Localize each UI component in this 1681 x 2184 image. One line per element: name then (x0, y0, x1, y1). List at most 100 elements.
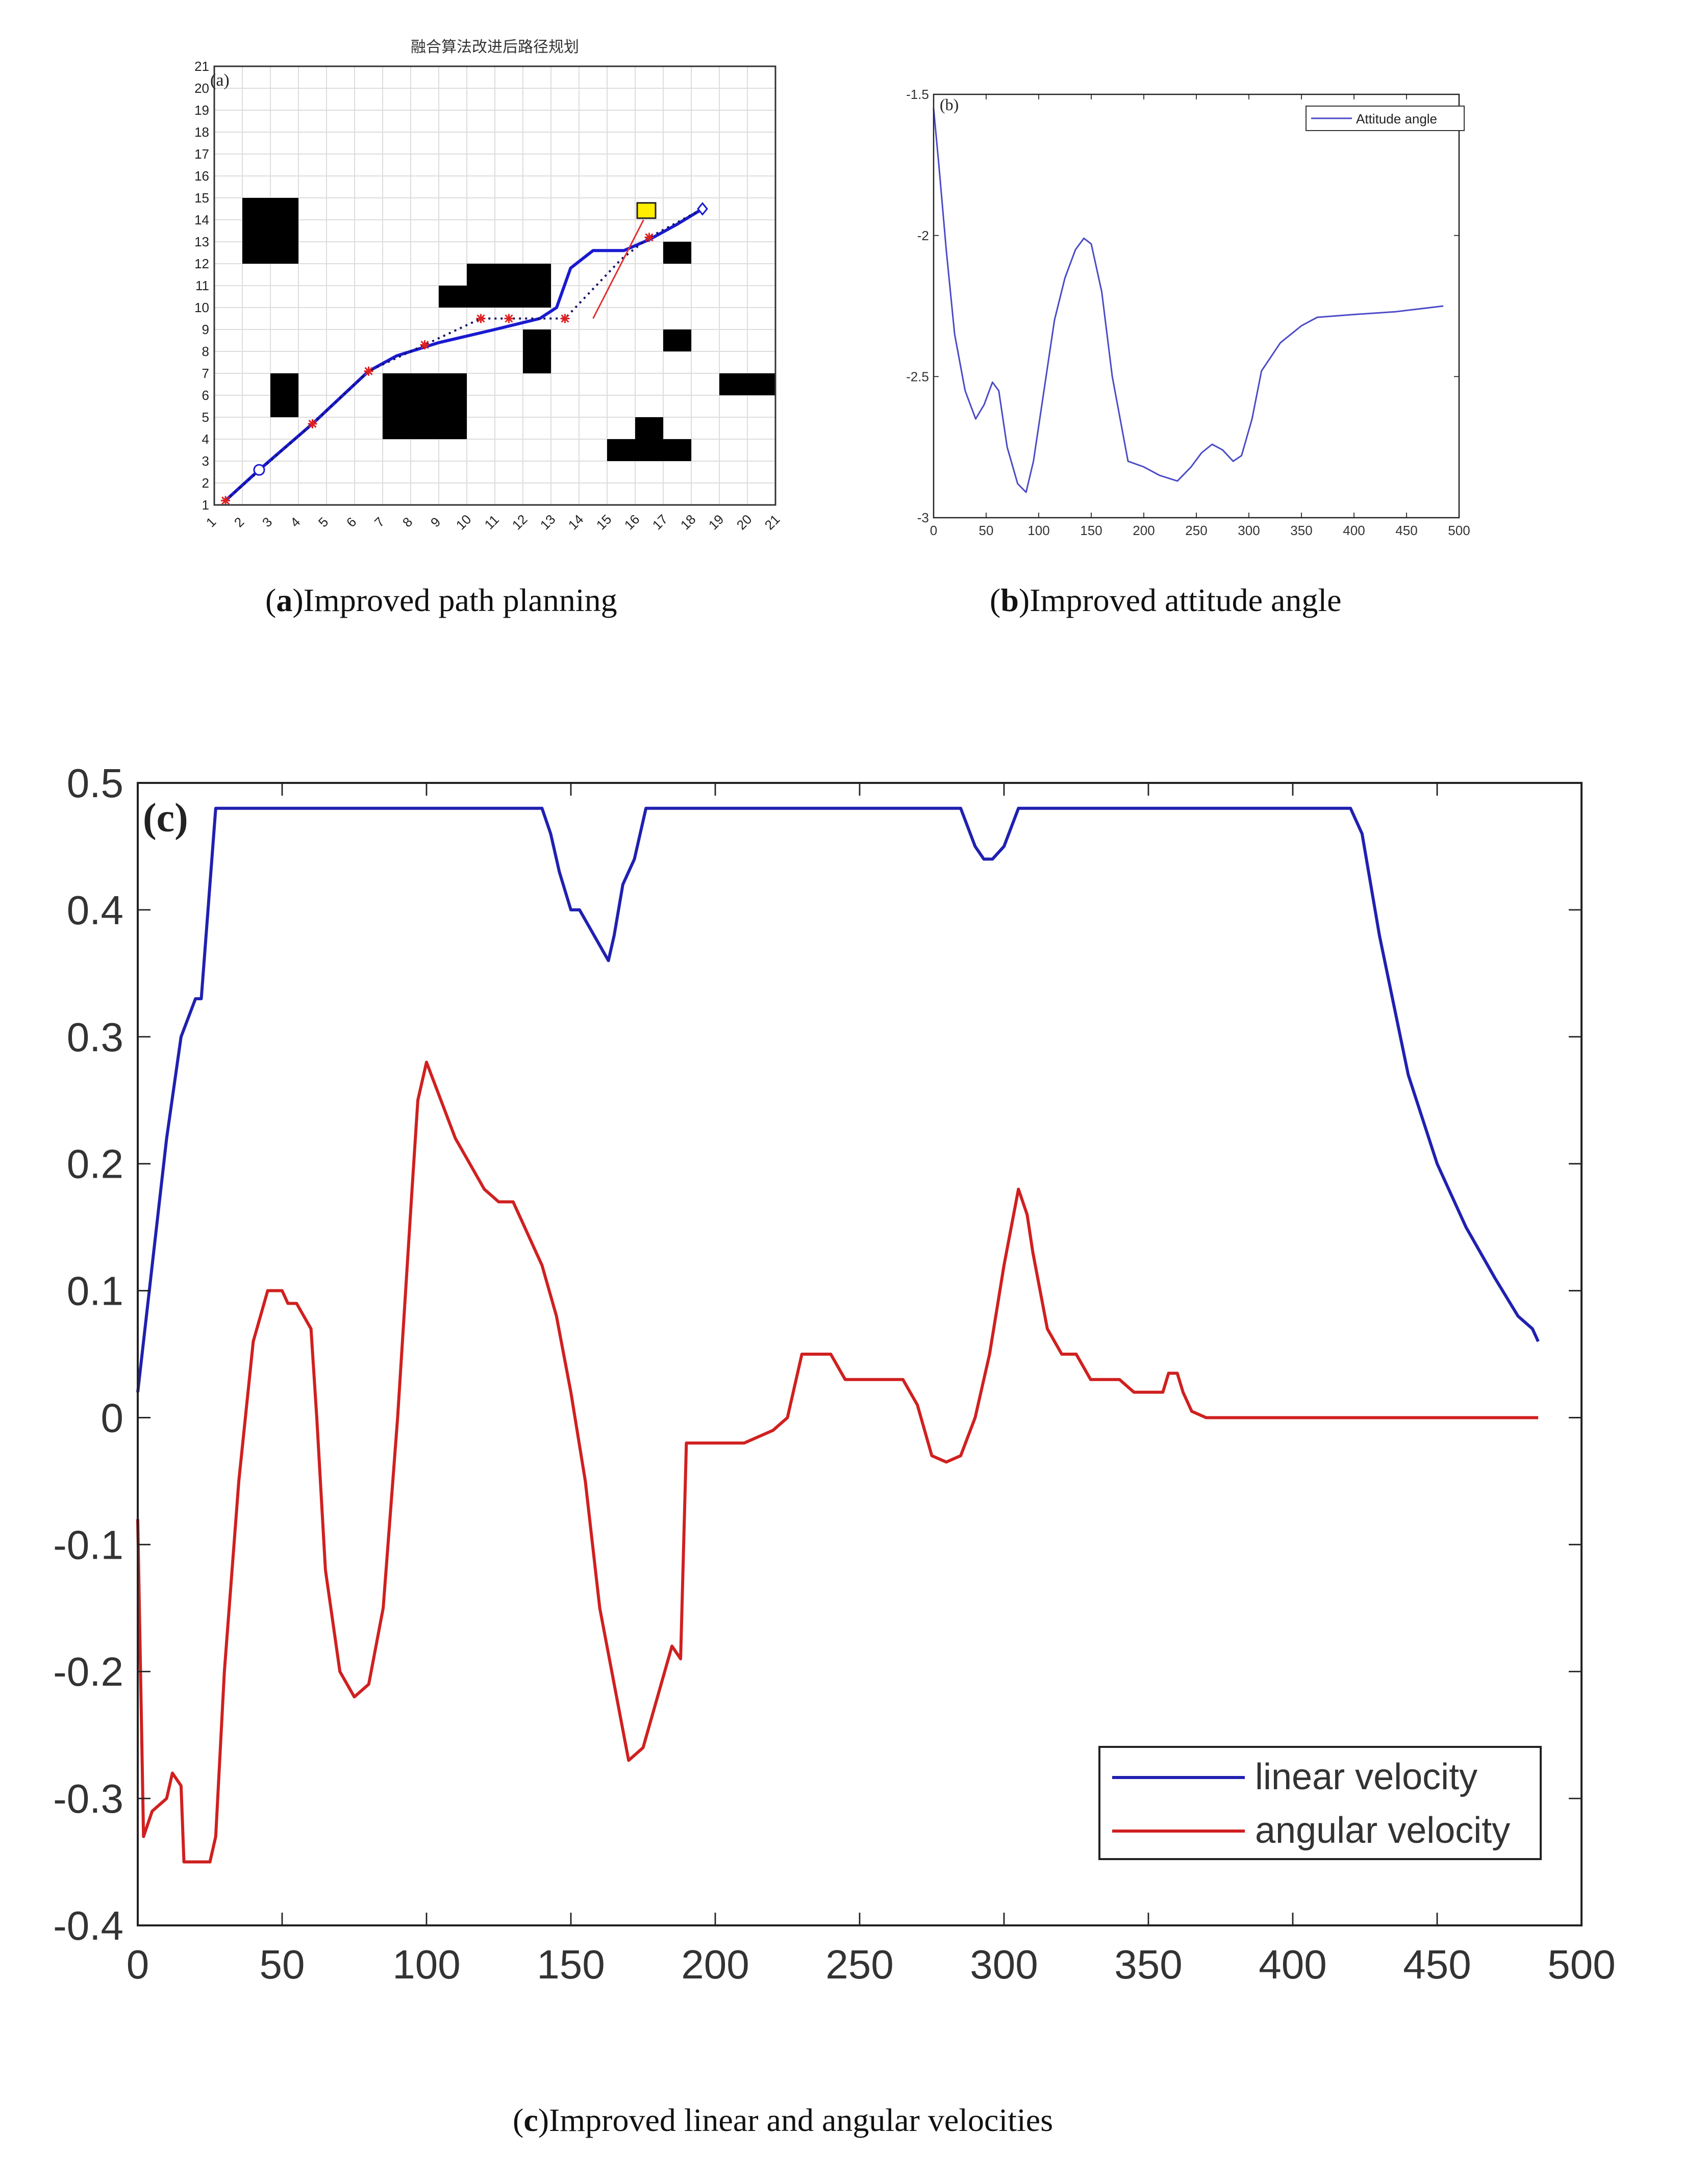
x-tick-label: 18 (678, 512, 699, 533)
paths (221, 202, 708, 505)
series-line-1 (136, 1060, 1539, 1864)
y-tick-label: 14 (194, 212, 209, 227)
y-tick-label: -0.4 (53, 1903, 123, 1948)
x-tick-label: 11 (481, 512, 501, 532)
x-tick-label: 400 (1343, 523, 1365, 538)
y-tick-label: 4 (202, 431, 209, 447)
x-tick-label: 8 (399, 514, 415, 530)
x-tick-label: 17 (649, 512, 671, 533)
x-tick-label: 150 (1080, 523, 1102, 538)
x-tick-label: 2 (231, 514, 247, 530)
obstacle-11 (719, 373, 775, 395)
y-tick-label: 7 (202, 366, 209, 381)
x-tick-label: 10 (453, 512, 474, 533)
waypoint-2 (364, 366, 373, 376)
x-tick-label: 150 (537, 1942, 605, 1987)
caption-a: (a)Improved path planning (265, 582, 617, 618)
y-tick-label: 10 (194, 300, 209, 315)
y-tick-label: -2.5 (906, 369, 929, 384)
path-planning-chart: 融合算法改进后路径规划 1 2 3 4 5 6 7 8 9 10 11 12 13 14 15 16 17 18 1… (194, 38, 781, 533)
caption-c: (c)Improved linear and angular velocitie… (513, 2102, 1053, 2138)
heading-line (592, 219, 644, 319)
y-tick-label: 6 (202, 388, 209, 403)
legend-b: Attitude angle (1306, 106, 1465, 131)
x-tick-label: 500 (1547, 1942, 1615, 1987)
y-tick-label: 11 (195, 278, 209, 293)
x-tick-label: 500 (1448, 523, 1470, 538)
caption-b-letter: b (1000, 582, 1019, 618)
obstacle-6 (607, 439, 635, 461)
y-tick-label: -3 (917, 510, 929, 525)
velocity-chart: 0 50 100 150 200 250 300 350 400 450 500 -0.4 -0.3 -0… (53, 760, 1616, 1987)
y-tick-label: 21 (194, 59, 209, 74)
caption-b-text: Improved attitude angle (1030, 582, 1342, 618)
y-tick-label: 5 (202, 410, 209, 425)
y-tick-label: 3 (202, 453, 209, 469)
y-tick-label: 0.3 (67, 1014, 123, 1060)
y-tick-label: 13 (194, 234, 209, 249)
caption-b: (b)Improved attitude angle (990, 582, 1342, 618)
waypoint-1 (308, 419, 317, 428)
end-marker (697, 202, 708, 216)
x-tick-label: 50 (260, 1942, 305, 1987)
x-tick-label: 13 (537, 512, 559, 533)
x-tick-label: 100 (392, 1942, 460, 1987)
y-tick-label: 12 (194, 256, 209, 271)
caption-c-letter: c (523, 2102, 538, 2138)
dotted-path (224, 208, 703, 501)
y-tick-label: -1.5 (906, 87, 929, 102)
x-tick-label: 7 (371, 514, 387, 530)
x-tick-label: 20 (734, 512, 755, 533)
waypoint-0 (221, 496, 230, 505)
obstacle-1 (270, 373, 298, 417)
x-tick-label: 16 (621, 512, 643, 533)
start-marker (253, 464, 265, 476)
x-tick-label: 450 (1395, 523, 1417, 538)
series-line-0 (136, 806, 1540, 1393)
x-tick-label: 5 (315, 514, 331, 530)
obstacle-7 (635, 439, 691, 461)
legend-c-linear: linear velocity (1255, 1757, 1477, 1797)
waypoint-7 (644, 233, 654, 242)
x-tick-label: 19 (706, 512, 727, 533)
x-tick-label: 300 (970, 1942, 1038, 1987)
attitude-angle-chart: 0 50 100 150 200 250 300 350 400 450 500 -3 -2.5 -2 -1… (906, 87, 1470, 538)
y-tick-label: 0 (101, 1395, 124, 1440)
waypoint-4 (476, 314, 486, 323)
obstacle-10 (663, 329, 691, 351)
chart-a-title: 融合算法改进后路径规划 (411, 38, 579, 56)
x-tick-label: 50 (979, 523, 994, 538)
legend-c: linear velocity angular velocity (1098, 1746, 1542, 1860)
y-tick-label: -0.2 (53, 1649, 123, 1694)
obstacle-9 (663, 242, 691, 264)
goal-marker (636, 202, 657, 219)
x-tick-label: 350 (1290, 523, 1312, 538)
obstacle-4 (467, 264, 551, 308)
waypoint-6 (560, 314, 570, 323)
obstacle-8 (635, 417, 663, 439)
panel-label-c: (c) (143, 796, 188, 841)
x-tick-label: 15 (593, 512, 615, 533)
y-tick-label: 0.1 (67, 1268, 123, 1314)
y-tick-label: 18 (194, 124, 209, 140)
y-tick-label: 1 (202, 497, 209, 513)
x-tick-label: 14 (565, 512, 587, 533)
y-tick-label: 0.4 (67, 887, 123, 933)
caption-a-text: Improved path planning (303, 582, 617, 618)
x-tick-label: 1 (203, 514, 219, 530)
y-tick-label: -0.3 (53, 1776, 123, 1821)
y-tick-label: 9 (202, 322, 209, 337)
legend-c-angular: angular velocity (1255, 1810, 1510, 1851)
x-tick-label: 0 (127, 1942, 149, 1987)
series-line-0 (933, 108, 1444, 493)
y-tick-label: 17 (194, 146, 209, 162)
x-tick-label: 250 (825, 1942, 893, 1987)
y-tick-label: 8 (202, 344, 209, 359)
y-tick-label: 15 (194, 190, 209, 206)
x-tick-label: 9 (428, 514, 443, 530)
caption-a-letter: a (276, 582, 293, 618)
y-tick-label: 2 (202, 475, 209, 491)
obstacle-0 (242, 198, 298, 264)
y-tick-label: -0.1 (53, 1522, 123, 1567)
y-tick-label: 16 (194, 168, 209, 184)
